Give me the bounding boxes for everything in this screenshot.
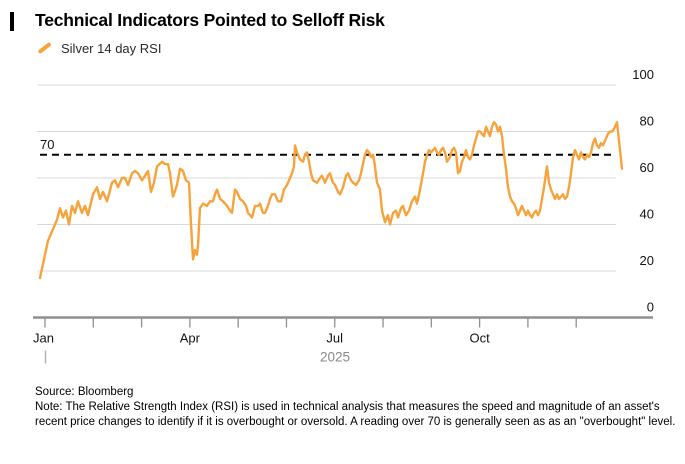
chart-footer: Source: Bloomberg Note: The Relative Str…	[35, 385, 680, 430]
y-axis-tick-label: 100	[632, 67, 654, 82]
x-axis-month-label: Jul	[326, 331, 343, 346]
year-label: 2025	[320, 350, 350, 365]
y-axis-tick-label: 60	[640, 160, 654, 175]
rsi-line-series	[38, 120, 624, 280]
y-axis-tick-label: 80	[640, 114, 654, 129]
x-axis-month-label: Apr	[180, 331, 201, 346]
title-accent-bar	[10, 12, 14, 31]
legend-label: Silver 14 day RSI	[61, 40, 162, 56]
source-text: Source: Bloomberg	[35, 386, 134, 398]
y-axis-tick-label: 40	[640, 207, 654, 222]
y-axis-tick-label: 0	[647, 300, 654, 315]
x-axis-month-label: Jan	[33, 331, 54, 346]
y-axis-tick-label: 20	[640, 253, 654, 268]
threshold-label: 70	[40, 137, 54, 152]
x-axis-month-label: Oct	[470, 331, 491, 346]
note-text: Note: The Relative Strength Index (RSI) …	[35, 401, 676, 428]
chart-title: Technical Indicators Pointed to Selloff …	[35, 10, 385, 30]
legend: Silver 14 day RSI	[37, 40, 161, 56]
